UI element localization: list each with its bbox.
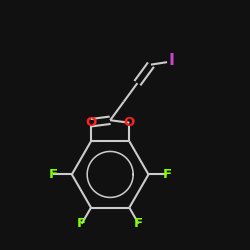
Text: I: I [169,54,175,68]
Text: O: O [124,116,135,129]
Text: F: F [134,217,143,230]
Text: O: O [86,116,97,129]
Text: F: F [49,168,58,181]
Text: F: F [77,217,86,230]
Text: F: F [162,168,172,181]
